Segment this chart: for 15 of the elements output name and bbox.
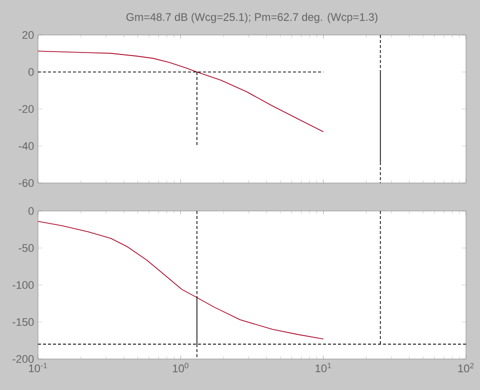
- y-tick-label: -50: [18, 244, 34, 252]
- y-tick-label: -150: [12, 318, 34, 326]
- y-tick-label: 20: [22, 31, 34, 39]
- x-tick-label: 10$^{-1}$: [29, 362, 47, 372]
- x-tick-label: 10$^{2}$: [458, 362, 474, 372]
- x-tick-label: 10$^{0}$: [172, 362, 188, 372]
- y-tick-label: 0: [28, 68, 34, 76]
- y-tick-label: -20: [18, 105, 34, 113]
- y-tick-label: -60: [18, 179, 34, 187]
- y-tick-label: -100: [12, 281, 34, 289]
- x-tick-label: 10$^{1}$: [316, 362, 331, 372]
- y-tick-label: 0: [28, 207, 34, 215]
- chart-title: Gm=48.7 dB (Wcg=25.1); Pm=62.7 deg. (Wcp=1.3): [126, 12, 378, 24]
- y-tick-label: -40: [18, 142, 34, 150]
- y-tick-label: -200: [12, 355, 34, 363]
